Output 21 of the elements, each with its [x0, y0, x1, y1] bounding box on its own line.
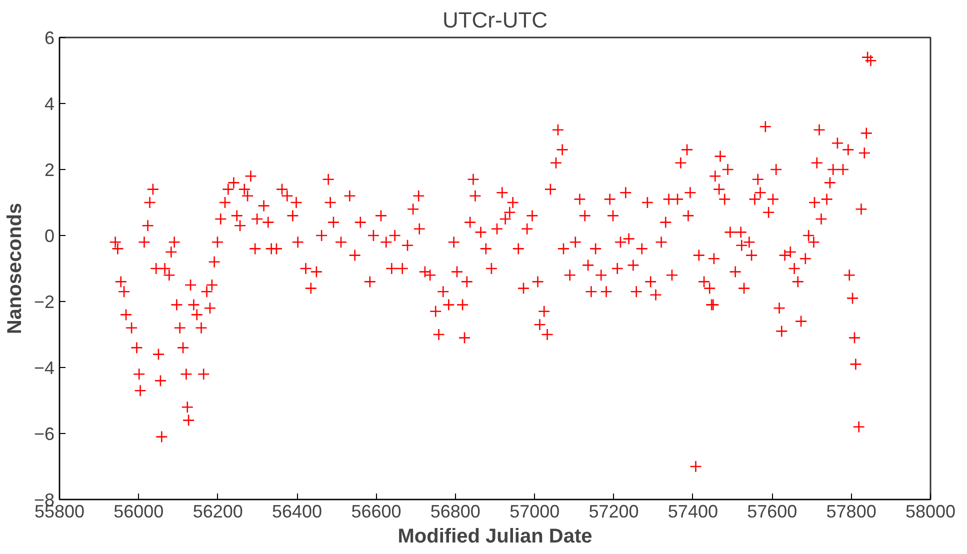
- y-tick-label: −2: [34, 292, 55, 312]
- x-tick-label: 57800: [826, 502, 876, 522]
- x-tick-label: 56000: [114, 502, 164, 522]
- x-tick-label: 56200: [192, 502, 243, 522]
- x-tick-label: 56800: [430, 502, 480, 522]
- y-tick-label: −4: [34, 358, 55, 378]
- x-tick-label: 57000: [510, 502, 560, 522]
- y-tick-label: 6: [44, 28, 55, 48]
- x-tick-label: 58000: [905, 502, 956, 522]
- x-axis-title: Modified Julian Date: [398, 526, 592, 548]
- x-tick-label: 57400: [668, 502, 718, 522]
- y-tick-label: 2: [44, 160, 55, 180]
- y-tick-label: 4: [44, 94, 55, 114]
- x-tick-label: 57200: [588, 502, 639, 522]
- x-tick-label: 56400: [272, 502, 322, 522]
- y-tick-label: 0: [44, 226, 55, 246]
- y-tick-label: −6: [34, 424, 55, 444]
- x-tick-label: 57600: [747, 502, 798, 522]
- x-tick-label: 56600: [351, 502, 402, 522]
- y-axis-title: Nanoseconds: [4, 202, 26, 334]
- chart-title: UTCr-UTC: [442, 8, 548, 32]
